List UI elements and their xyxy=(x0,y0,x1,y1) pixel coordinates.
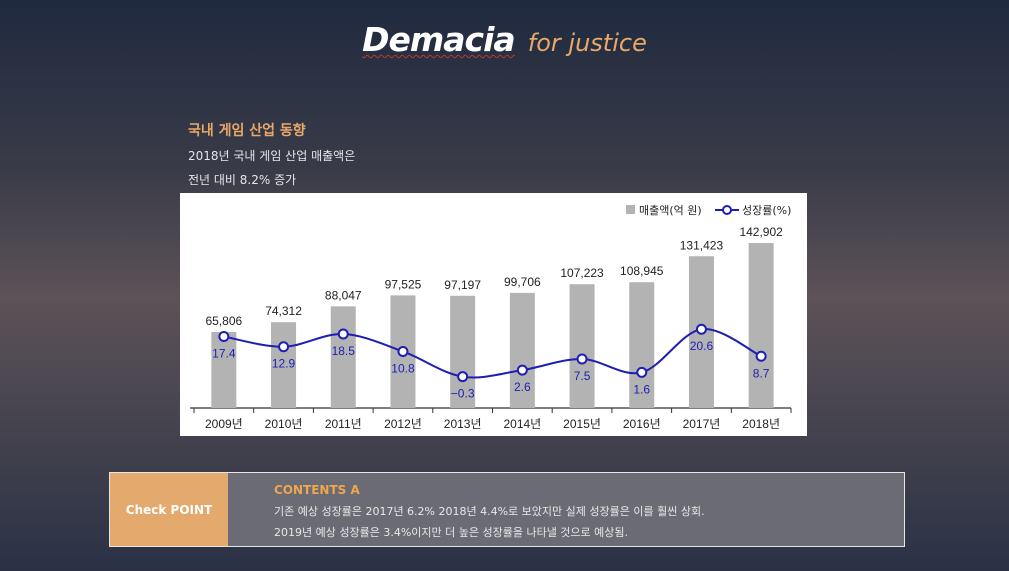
checkpoint-line-1: 기존 예상 성장률은 2017년 6.2% 2018년 4.4%로 보았지만 실… xyxy=(274,505,705,518)
bar-revenue xyxy=(271,322,297,408)
growth-rate-point xyxy=(218,331,230,343)
growth-rate-label: 2.6 xyxy=(514,380,531,394)
growth-rate-point xyxy=(337,328,349,340)
section-subtitle-2: 전년 대비 8.2% 증가 xyxy=(188,173,297,187)
section-subtitle-1: 2018년 국내 게임 산업 매출액은 xyxy=(188,149,356,163)
bar-revenue xyxy=(450,295,476,408)
section-heading: 국내 게임 산업 동향 xyxy=(188,123,306,139)
bar-value-label: 88,047 xyxy=(325,288,362,302)
growth-rate-label: −0.3 xyxy=(451,387,475,401)
x-tick-label: 2009년 xyxy=(205,417,243,431)
bar-value-label: 97,197 xyxy=(444,278,481,292)
bar-value-label: 74,312 xyxy=(265,304,302,318)
growth-rate-point xyxy=(695,323,707,335)
brand-tagline: for justice xyxy=(527,29,647,57)
checkpoint-tag: Check POINT xyxy=(110,473,228,546)
legend-line-label: 성장률(%) xyxy=(742,204,791,217)
growth-rate-label: 10.8 xyxy=(391,361,415,375)
growth-rate-point xyxy=(636,366,648,378)
legend-bar-label: 매출액(억 원) xyxy=(639,204,702,217)
x-tick-label: 2015년 xyxy=(563,417,601,431)
checkpoint-title: CONTENTS A xyxy=(274,483,360,497)
bar-revenue xyxy=(629,282,655,408)
bar-value-label: 99,706 xyxy=(504,275,541,289)
revenue-growth-chart: 65,806 2009년 74,312 2010년 88,047 2011년 97,525 2… xyxy=(190,204,792,431)
x-tick-label: 2018년 xyxy=(742,417,780,431)
bar-value-label: 65,806 xyxy=(205,314,242,328)
growth-rate-label: 7.5 xyxy=(574,369,591,383)
growth-rate-label: 1.6 xyxy=(633,382,650,396)
x-tick-label: 2014년 xyxy=(503,417,541,431)
x-tick-label: 2010년 xyxy=(265,417,303,431)
bar-revenue xyxy=(509,292,535,408)
x-tick-label: 2011년 xyxy=(325,417,362,431)
bar-value-label: 108,945 xyxy=(620,264,664,278)
x-tick-label: 2012년 xyxy=(384,417,422,431)
growth-rate-label: 12.9 xyxy=(272,357,296,371)
legend-bar-swatch xyxy=(626,205,635,214)
bar-value-label: 142,902 xyxy=(739,225,783,239)
growth-rate-point xyxy=(755,350,767,362)
bar-revenue xyxy=(748,243,774,408)
bar-value-label: 97,525 xyxy=(385,277,422,291)
growth-rate-label: 18.5 xyxy=(332,344,356,358)
growth-rate-label: 20.6 xyxy=(690,339,714,353)
growth-rate-point xyxy=(516,364,528,376)
growth-rate-point xyxy=(397,345,409,357)
brand-title: Demacia xyxy=(362,20,516,59)
x-tick-label: 2013년 xyxy=(444,417,482,431)
bar-value-label: 131,423 xyxy=(680,238,724,252)
bar-value-label: 107,223 xyxy=(560,266,604,280)
bar-revenue xyxy=(330,306,356,408)
bar-revenue xyxy=(569,284,595,408)
x-tick-label: 2017년 xyxy=(683,417,721,431)
growth-rate-point xyxy=(457,371,469,383)
x-tick-label: 2016년 xyxy=(623,417,661,431)
checkpoint-panel: Check POINT CONTENTS A 기존 예상 성장률은 2017년 … xyxy=(109,472,905,547)
header-title: Demacia for justice xyxy=(0,20,1009,59)
bar-revenue xyxy=(211,332,237,408)
legend-line-marker xyxy=(722,205,732,215)
chart-panel: 65,806 2009년 74,312 2010년 88,047 2011년 97,525 2… xyxy=(180,193,807,436)
growth-rate-label: 8.7 xyxy=(753,366,770,380)
growth-rate-point xyxy=(576,353,588,365)
growth-rate-point xyxy=(278,341,290,353)
growth-rate-label: 17.4 xyxy=(212,347,236,361)
growth-rate-line xyxy=(223,328,762,379)
checkpoint-line-2: 2019년 예상 성장률은 3.4%이지만 더 높은 성장률을 나타낼 것으로 … xyxy=(274,526,629,539)
